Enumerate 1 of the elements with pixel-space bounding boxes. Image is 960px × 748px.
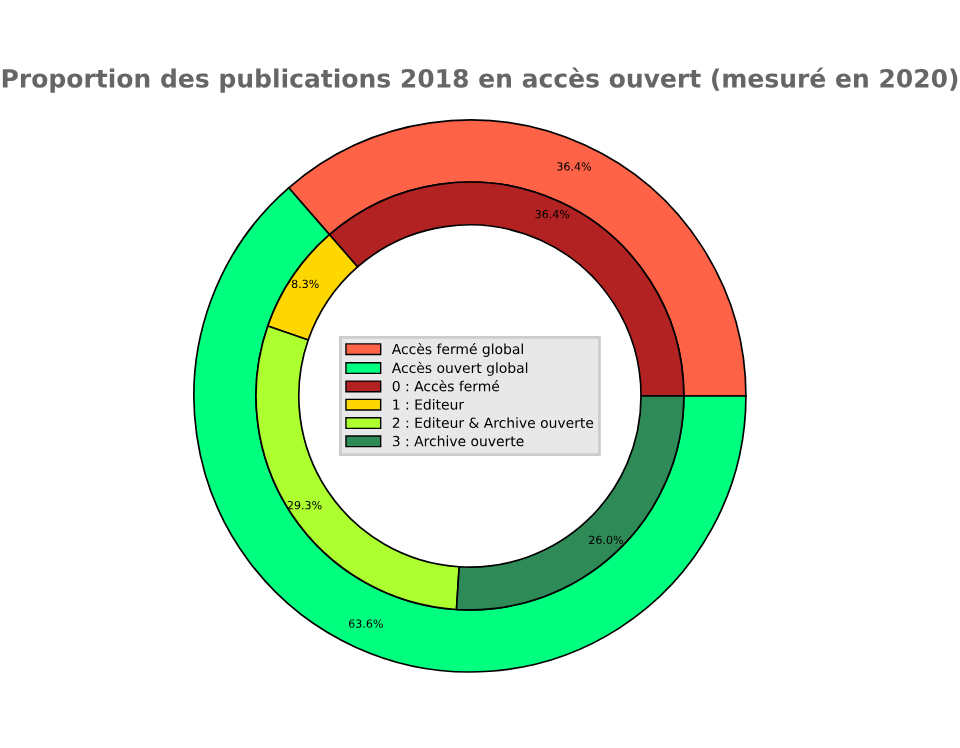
chart-title: Proportion des publications 2018 en accès ouvert (mesuré en 2020) <box>2 67 958 93</box>
